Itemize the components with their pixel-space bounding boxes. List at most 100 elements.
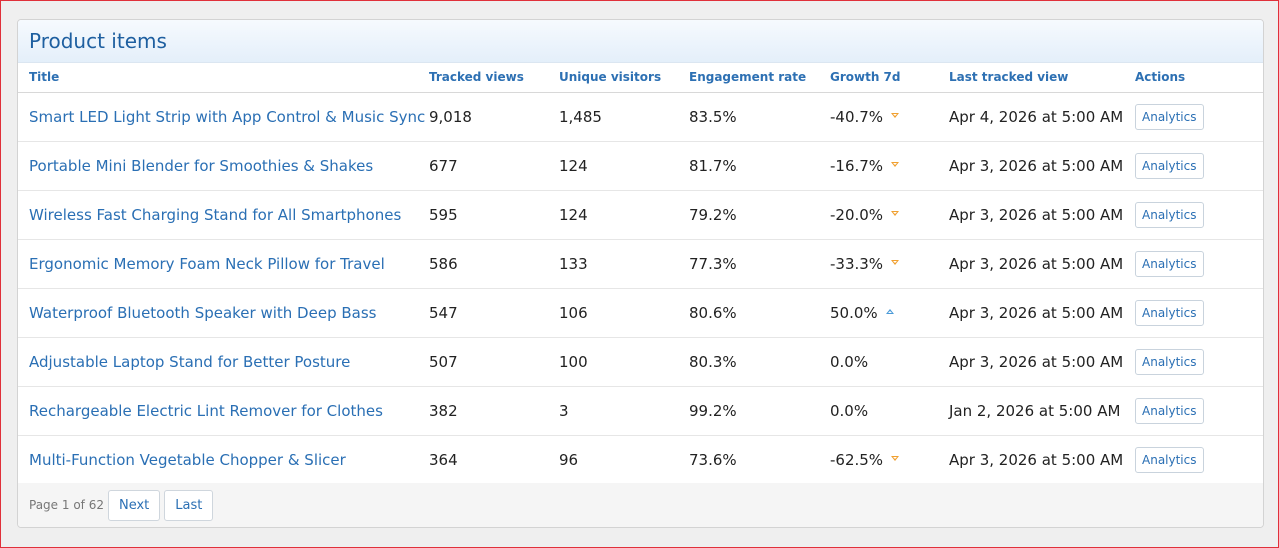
cell-tracked-views: 364 (418, 435, 548, 485)
col-header-engagement-rate[interactable]: Engagement rate (678, 63, 819, 93)
growth-wrap: 0.0% (830, 402, 868, 420)
product-title-link[interactable]: Adjustable Laptop Stand for Better Postu… (29, 352, 351, 371)
col-header-unique-visitors[interactable]: Unique visitors (548, 63, 678, 93)
cell-actions: Analytics (1124, 386, 1263, 436)
cell-engagement-rate: 80.3% (678, 337, 819, 387)
product-title-link[interactable]: Waterproof Bluetooth Speaker with Deep B… (29, 303, 377, 322)
pagination: Page 1 of 62 Next Last (18, 483, 1263, 527)
growth-value: -16.7% (830, 156, 884, 175)
cell-actions: Analytics (1124, 92, 1263, 142)
table-row: Adjustable Laptop Stand for Better Postu… (18, 337, 1263, 387)
cell-tracked-views: 507 (418, 337, 548, 387)
analytics-button[interactable]: Analytics (1135, 397, 1204, 424)
cell-title: Portable Mini Blender for Smoothies & Sh… (18, 141, 418, 191)
growth-wrap: 0.0% (830, 353, 868, 371)
cell-title: Ergonomic Memory Foam Neck Pillow for Tr… (18, 239, 418, 289)
product-title-link[interactable]: Rechargeable Electric Lint Remover for C… (29, 401, 383, 420)
product-title-link[interactable]: Wireless Fast Charging Stand for All Sma… (29, 205, 402, 224)
cell-last-tracked-view: Apr 3, 2026 at 5:00 AM (938, 239, 1124, 289)
cell-growth-7d: -62.5% (819, 435, 938, 485)
table-header-row: Title Tracked views Unique visitors Enga… (18, 63, 1263, 93)
cell-actions: Analytics (1124, 337, 1263, 387)
analytics-button[interactable]: Analytics (1135, 152, 1204, 179)
cell-last-tracked-view: Apr 3, 2026 at 5:00 AM (938, 141, 1124, 191)
analytics-button[interactable]: Analytics (1135, 348, 1204, 375)
table-row: Wireless Fast Charging Stand for All Sma… (18, 190, 1263, 240)
product-title-link[interactable]: Multi-Function Vegetable Chopper & Slice… (29, 450, 346, 469)
panel-header: Product items (18, 20, 1263, 63)
growth-value: 50.0% (830, 303, 878, 322)
col-header-tracked-views[interactable]: Tracked views (418, 63, 548, 93)
growth-value: 0.0% (830, 401, 869, 420)
cell-tracked-views: 595 (418, 190, 548, 240)
cell-tracked-views: 586 (418, 239, 548, 289)
growth-value: -33.3% (830, 254, 884, 273)
cell-last-tracked-view: Apr 3, 2026 at 5:00 AM (938, 337, 1124, 387)
cell-last-tracked-view: Apr 3, 2026 at 5:00 AM (938, 190, 1124, 240)
growth-value: 0.0% (830, 352, 869, 371)
cell-growth-7d: 0.0% (819, 337, 938, 387)
table-row: Rechargeable Electric Lint Remover for C… (18, 386, 1263, 436)
table-row: Multi-Function Vegetable Chopper & Slice… (18, 435, 1263, 485)
table-body: Smart LED Light Strip with App Control &… (18, 92, 1263, 485)
col-header-actions: Actions (1124, 63, 1263, 93)
analytics-button[interactable]: Analytics (1135, 103, 1204, 130)
cell-actions: Analytics (1124, 435, 1263, 485)
product-items-table: Title Tracked views Unique visitors Enga… (18, 63, 1263, 485)
cell-actions: Analytics (1124, 190, 1263, 240)
col-header-title[interactable]: Title (18, 63, 418, 93)
next-page-button[interactable]: Next (107, 489, 161, 521)
cell-growth-7d: -20.0% (819, 190, 938, 240)
cell-unique-visitors: 1,485 (548, 92, 678, 142)
table-row: Ergonomic Memory Foam Neck Pillow for Tr… (18, 239, 1263, 289)
cell-last-tracked-view: Apr 4, 2026 at 5:00 AM (938, 92, 1124, 142)
last-page-button[interactable]: Last (164, 489, 214, 521)
cell-growth-7d: 0.0% (819, 386, 938, 436)
cell-title: Smart LED Light Strip with App Control &… (18, 92, 425, 142)
col-header-growth-7d[interactable]: Growth 7d (819, 63, 938, 93)
page-info: Page 1 of 62 (29, 498, 104, 512)
analytics-button[interactable]: Analytics (1135, 299, 1204, 326)
cell-growth-7d: -40.7% (819, 92, 938, 142)
cell-tracked-views: 382 (418, 386, 548, 436)
product-title-link[interactable]: Portable Mini Blender for Smoothies & Sh… (29, 156, 374, 175)
table-row: Smart LED Light Strip with App Control &… (18, 92, 1263, 142)
product-title-link[interactable]: Ergonomic Memory Foam Neck Pillow for Tr… (29, 254, 385, 273)
growth-wrap: -33.3% (830, 254, 900, 273)
growth-wrap: -16.7% (830, 156, 900, 175)
growth-wrap: 50.0% (830, 304, 894, 322)
growth-wrap: -62.5% (830, 450, 900, 469)
growth-value: -62.5% (830, 450, 884, 469)
cell-actions: Analytics (1124, 239, 1263, 289)
cell-growth-7d: -16.7% (819, 141, 938, 191)
cell-tracked-views: 9,018 (418, 92, 548, 142)
growth-value: -40.7% (830, 107, 884, 126)
cell-unique-visitors: 133 (548, 239, 678, 289)
cell-engagement-rate: 80.6% (678, 288, 819, 338)
cell-last-tracked-view: Jan 2, 2026 at 5:00 AM (938, 386, 1124, 436)
cell-growth-7d: -33.3% (819, 239, 938, 289)
cell-engagement-rate: 73.6% (678, 435, 819, 485)
cell-engagement-rate: 81.7% (678, 141, 819, 191)
cell-unique-visitors: 106 (548, 288, 678, 338)
trend-down-icon (891, 456, 900, 461)
cell-unique-visitors: 124 (548, 141, 678, 191)
col-header-last-tracked-view[interactable]: Last tracked view (938, 63, 1124, 93)
analytics-button[interactable]: Analytics (1135, 201, 1204, 228)
analytics-button[interactable]: Analytics (1135, 250, 1204, 277)
cell-unique-visitors: 3 (548, 386, 678, 436)
cell-tracked-views: 547 (418, 288, 548, 338)
trend-down-icon (891, 113, 900, 118)
cell-title: Waterproof Bluetooth Speaker with Deep B… (18, 288, 418, 338)
cell-unique-visitors: 96 (548, 435, 678, 485)
table-row: Portable Mini Blender for Smoothies & Sh… (18, 141, 1263, 191)
cell-unique-visitors: 100 (548, 337, 678, 387)
cell-actions: Analytics (1124, 288, 1263, 338)
product-title-link[interactable]: Smart LED Light Strip with App Control &… (29, 107, 426, 126)
cell-engagement-rate: 99.2% (678, 386, 819, 436)
trend-down-icon (891, 260, 900, 265)
cell-title: Rechargeable Electric Lint Remover for C… (18, 386, 418, 436)
cell-actions: Analytics (1124, 141, 1263, 191)
growth-wrap: -20.0% (830, 206, 900, 224)
analytics-button[interactable]: Analytics (1135, 446, 1204, 473)
